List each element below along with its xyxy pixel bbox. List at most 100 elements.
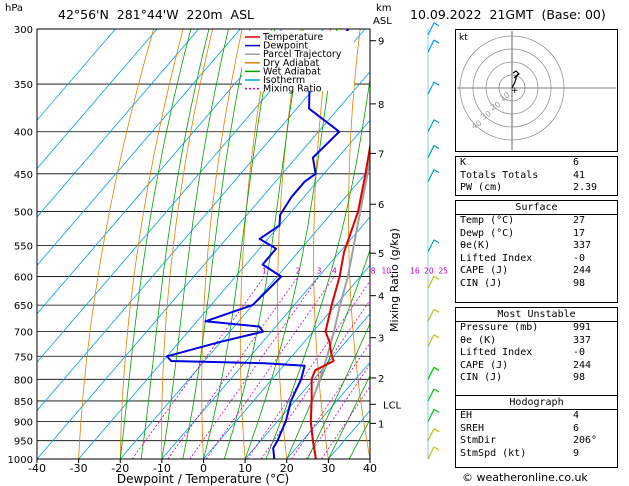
isotherm-line <box>244 313 370 459</box>
km-tick-label: 6 <box>378 200 384 211</box>
wind-barb-flag <box>433 275 440 280</box>
pressure-tick-label: 400 <box>14 128 33 139</box>
asl-label: ASL <box>373 16 392 27</box>
pressure-tick-label: 1000 <box>8 455 33 466</box>
wet-adiabat-line <box>244 29 338 459</box>
pressure-tick-label: 750 <box>14 352 33 363</box>
wind-barb <box>427 119 435 133</box>
temperature-line <box>309 141 370 459</box>
dry-adiabat-line <box>119 29 184 459</box>
km-tick-label: 9 <box>378 37 384 48</box>
pressure-tick-label: 550 <box>14 241 33 252</box>
wind-barb <box>427 308 435 322</box>
wind-barb-flag <box>433 119 440 124</box>
most-unstable-row: Pressure (mb) 991 <box>460 322 592 333</box>
legend-label: Wet Adiabat <box>263 66 321 77</box>
wind-barb-flag <box>433 334 440 339</box>
mixing-ratio-label: 16 <box>410 267 420 276</box>
wind-barb <box>427 409 435 422</box>
wind-barb-flag <box>433 366 440 371</box>
km-label: km <box>376 3 392 14</box>
wind-barb <box>427 276 435 289</box>
mixing-ratio-line <box>205 276 335 459</box>
isotherm-line <box>119 167 370 459</box>
mixing-ratio-line <box>306 363 370 459</box>
wind-barb <box>427 145 435 158</box>
isotherm-line <box>78 119 370 459</box>
surface-title: Surface <box>515 202 558 213</box>
legend-label: Dry Adiabat <box>263 58 320 69</box>
hodograph-ring-label: 10 <box>498 90 511 103</box>
wind-barb <box>427 428 435 441</box>
hodograph-ring-label: 30 <box>479 109 492 122</box>
mixing-ratio-label: 25 <box>438 267 448 276</box>
km-tick-label: 4 <box>378 292 384 303</box>
dry-adiabat-line <box>348 29 370 459</box>
hpa-label: hPa <box>5 3 24 14</box>
km-tick-label: 7 <box>378 149 384 160</box>
wind-barb-flag <box>433 169 440 174</box>
most-unstable-panel: Most Unstable Pressure (mb) 991 θe (K) 337… <box>455 307 618 396</box>
wet-adiabat-line <box>161 29 229 459</box>
km-tick-label: 5 <box>378 249 384 260</box>
isotherm-line <box>203 264 370 459</box>
dry-adiabat-line <box>161 29 213 459</box>
hodograph-stats-row: SREH 6 <box>460 422 580 434</box>
dry-adiabat-line <box>239 29 272 459</box>
location-title: 42°56'N 281°44'W 220m ASL <box>58 7 254 22</box>
pressure-tick-label: 350 <box>14 80 33 91</box>
x-tick-label: 30 <box>321 462 335 475</box>
x-axis-label: Dewpoint / Temperature (°C) <box>117 472 289 486</box>
legend-label: Parcel Trajectory <box>263 49 342 60</box>
isotherm-line <box>37 29 116 121</box>
isotherm-line <box>286 361 370 459</box>
legend-label: Mixing Ratio <box>263 84 322 95</box>
x-tick-label: -30 <box>70 462 88 475</box>
pressure-tick-label: 800 <box>14 375 33 386</box>
dry-adiabat-line <box>415 29 453 459</box>
hodograph-ring <box>498 74 526 102</box>
pressure-tick-label: 500 <box>14 207 33 218</box>
legend-label: Isotherm <box>263 75 305 86</box>
wind-barb <box>427 39 435 53</box>
hodograph-stats-panel: Hodograph EH 4 SREH 6 StmDir 206° StmSpd (k… <box>455 395 618 468</box>
x-tick-label: -20 <box>111 462 129 475</box>
isotherm-line <box>37 29 199 218</box>
x-tick-label: 40 <box>363 462 377 475</box>
hodograph-ring <box>472 48 552 128</box>
dry-adiabat-line <box>78 29 154 459</box>
hodograph-trace <box>511 70 520 89</box>
copyright: © weatheronline.co.uk <box>462 471 588 484</box>
wet-adiabat-line <box>203 29 275 459</box>
wet-adiabat-line <box>223 29 304 459</box>
wet-adiabat-line <box>307 322 370 459</box>
index-row-pw: PW (cm) 2.39 <box>460 182 598 193</box>
wet-adiabat-line <box>265 76 370 459</box>
wet-adiabat-line <box>328 374 370 459</box>
mixing-ratio-label: 10 <box>382 267 392 276</box>
surface-row: CAPE (J) 244 <box>460 265 592 276</box>
wind-barb-flag <box>433 388 440 393</box>
km-tick-label: 1 <box>378 419 384 430</box>
mixing-ratio-label: 3 <box>317 267 322 276</box>
hodograph-ring-label: 40 <box>470 118 483 131</box>
wind-barb <box>427 22 435 36</box>
pressure-tick-label: 600 <box>14 273 33 284</box>
isotherm-line <box>37 29 283 315</box>
wind-barb <box>427 81 435 95</box>
mixing-ratio-line <box>131 276 265 459</box>
wind-barb-flag <box>433 408 440 413</box>
wind-barb-flag <box>433 446 440 451</box>
wet-adiabat-line <box>119 29 192 459</box>
isotherm-line <box>37 29 366 412</box>
wind-barb-flag <box>433 81 440 86</box>
surface-row: Dewp (°C) 17 <box>460 227 586 239</box>
pressure-tick-label: 300 <box>14 25 33 36</box>
pressure-tick-label: 900 <box>14 417 33 428</box>
pressure-tick-label: 450 <box>14 170 33 181</box>
most-unstable-row: CAPE (J) 244 <box>460 359 592 371</box>
wind-barb <box>427 334 435 347</box>
wind-barb <box>427 367 435 380</box>
